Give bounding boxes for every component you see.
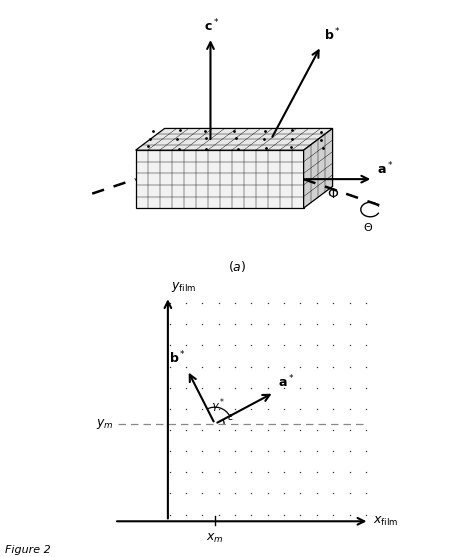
Text: $y_{\mathrm{film}}$: $y_{\mathrm{film}}$ [171, 280, 196, 294]
Text: $\gamma^*$: $\gamma^*$ [210, 397, 225, 415]
Text: $\mathbf{a}^*$: $\mathbf{a}^*$ [377, 160, 393, 177]
Text: $\mathbf{c}^*$: $\mathbf{c}^*$ [204, 18, 219, 35]
Text: $x_{\mathrm{film}}$: $x_{\mathrm{film}}$ [373, 515, 398, 528]
Text: $\mathbf{b}^*$: $\mathbf{b}^*$ [169, 350, 186, 367]
Polygon shape [136, 129, 333, 150]
Polygon shape [304, 129, 333, 208]
Text: $\Theta$: $\Theta$ [363, 221, 373, 233]
Text: $\mathbf{b}^*$: $\mathbf{b}^*$ [324, 26, 341, 43]
Text: $\varepsilon$: $\varepsilon$ [227, 412, 234, 422]
Text: $\Phi$: $\Phi$ [327, 187, 338, 201]
Text: $(a)$: $(a)$ [228, 258, 246, 273]
Text: $x_m$: $x_m$ [206, 532, 224, 545]
Text: $y_m$: $y_m$ [96, 417, 113, 431]
Text: $\mathbf{a}^*$: $\mathbf{a}^*$ [278, 374, 295, 390]
Polygon shape [136, 150, 304, 208]
Text: Figure 2: Figure 2 [5, 545, 51, 555]
